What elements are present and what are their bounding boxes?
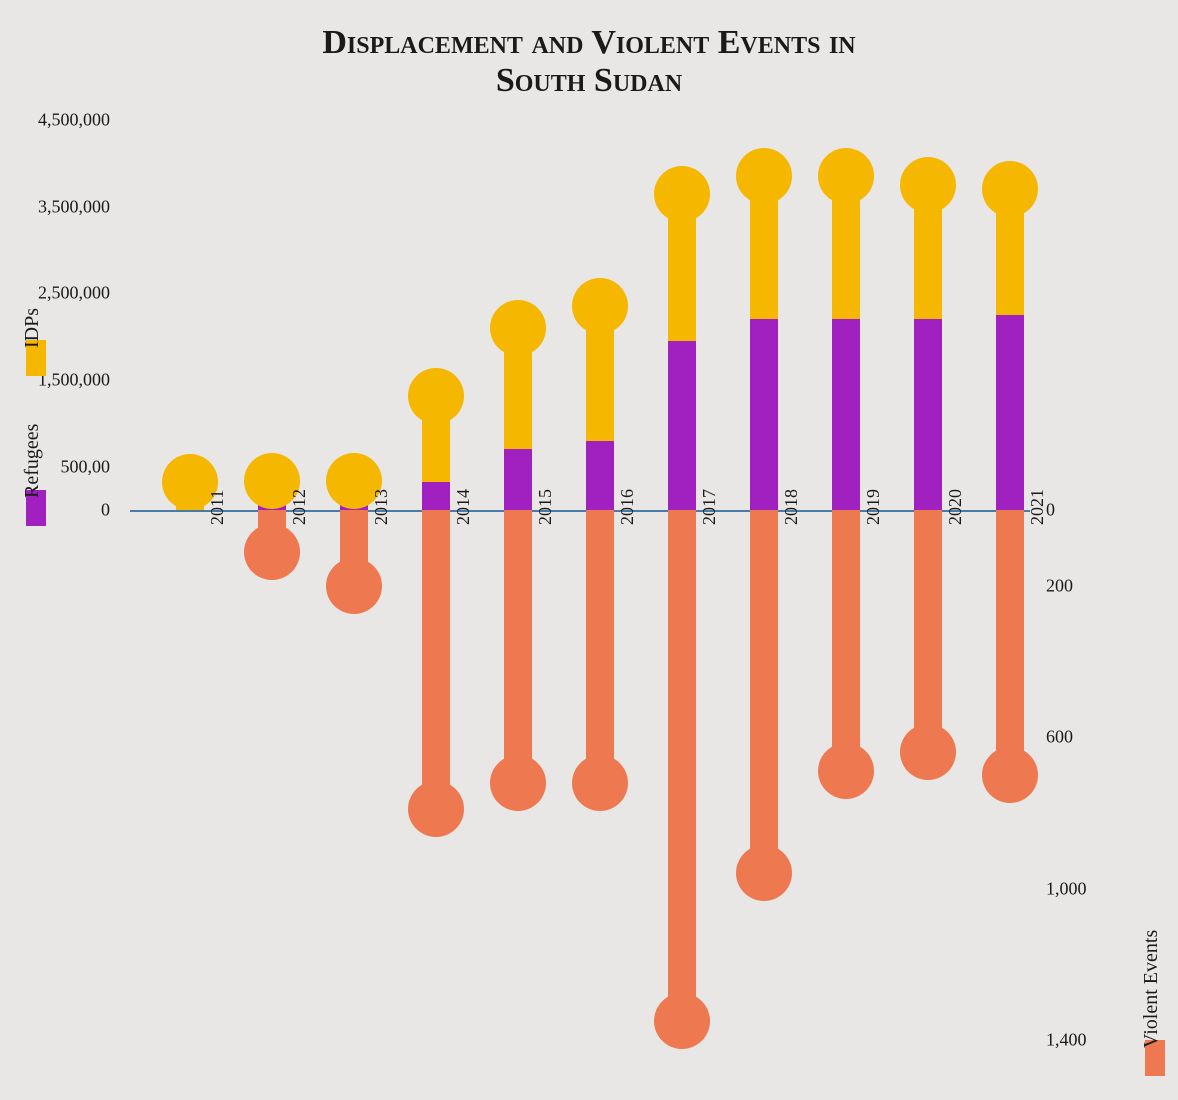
- refugees-bar: [914, 319, 942, 510]
- violent-circle: [490, 755, 546, 811]
- year-label: 2020: [945, 489, 966, 525]
- violent-bar: [504, 510, 532, 783]
- y-tick-bottom: 1,000: [1046, 878, 1087, 899]
- y-tick-bottom: 200: [1046, 575, 1073, 596]
- violent-circle: [572, 755, 628, 811]
- refugees-bar: [668, 341, 696, 510]
- year-label: 2017: [699, 489, 720, 525]
- year-label: 2013: [371, 489, 392, 525]
- idps-circle: [408, 368, 464, 424]
- violent-circle: [736, 845, 792, 901]
- y-tick-bottom: 600: [1046, 727, 1073, 748]
- refugees-bar: [504, 449, 532, 510]
- idps-circle: [736, 148, 792, 204]
- violent-bar: [586, 510, 614, 783]
- year-label: 2014: [453, 489, 474, 525]
- refugees-bar: [422, 482, 450, 510]
- idps-circle: [818, 148, 874, 204]
- y-tick-top: 3,500,000: [10, 196, 110, 217]
- violent-circle: [326, 558, 382, 614]
- chart-title: Displacement and Violent Events in South…: [295, 24, 884, 100]
- idps-circle: [900, 157, 956, 213]
- chart-plot-area: 0500,001,500,0002,500,0003,500,0004,500,…: [130, 120, 1030, 1060]
- year-label: 2012: [289, 489, 310, 525]
- year-label: 2019: [863, 489, 884, 525]
- y-tick-bottom: 1,400: [1046, 1030, 1087, 1051]
- idps-circle: [654, 166, 710, 222]
- violent-circle: [408, 781, 464, 837]
- refugees-bar: [586, 441, 614, 510]
- refugees-bar: [750, 319, 778, 510]
- refugees-bar: [832, 319, 860, 510]
- year-label: 2021: [1027, 489, 1048, 525]
- year-label: 2018: [781, 489, 802, 525]
- y-tick-top: 2,500,000: [10, 283, 110, 304]
- idps-circle: [982, 161, 1038, 217]
- idps-circle: [490, 300, 546, 356]
- y-tick-top: 0: [10, 500, 110, 521]
- y-tick-top: 1,500,000: [10, 370, 110, 391]
- idps-circle: [572, 278, 628, 334]
- violent-bar: [422, 510, 450, 809]
- violent-circle: [244, 524, 300, 580]
- year-label: 2015: [535, 489, 556, 525]
- year-label: 2011: [207, 490, 228, 525]
- violent-legend-label: Violent Events: [1140, 930, 1163, 1048]
- idps-legend-label: IDPs: [21, 308, 44, 348]
- violent-bar: [750, 510, 778, 873]
- refugees-bar: [996, 315, 1024, 510]
- violent-bar: [996, 510, 1024, 775]
- violent-circle: [900, 724, 956, 780]
- year-label: 2016: [617, 489, 638, 525]
- violent-bar: [668, 510, 696, 1021]
- refugees-legend-label: Refugees: [21, 424, 44, 498]
- violent-bar: [914, 510, 942, 752]
- violent-circle: [818, 743, 874, 799]
- y-tick-top: 4,500,000: [10, 110, 110, 131]
- violent-bar: [832, 510, 860, 771]
- violent-circle: [982, 747, 1038, 803]
- violent-circle: [654, 993, 710, 1049]
